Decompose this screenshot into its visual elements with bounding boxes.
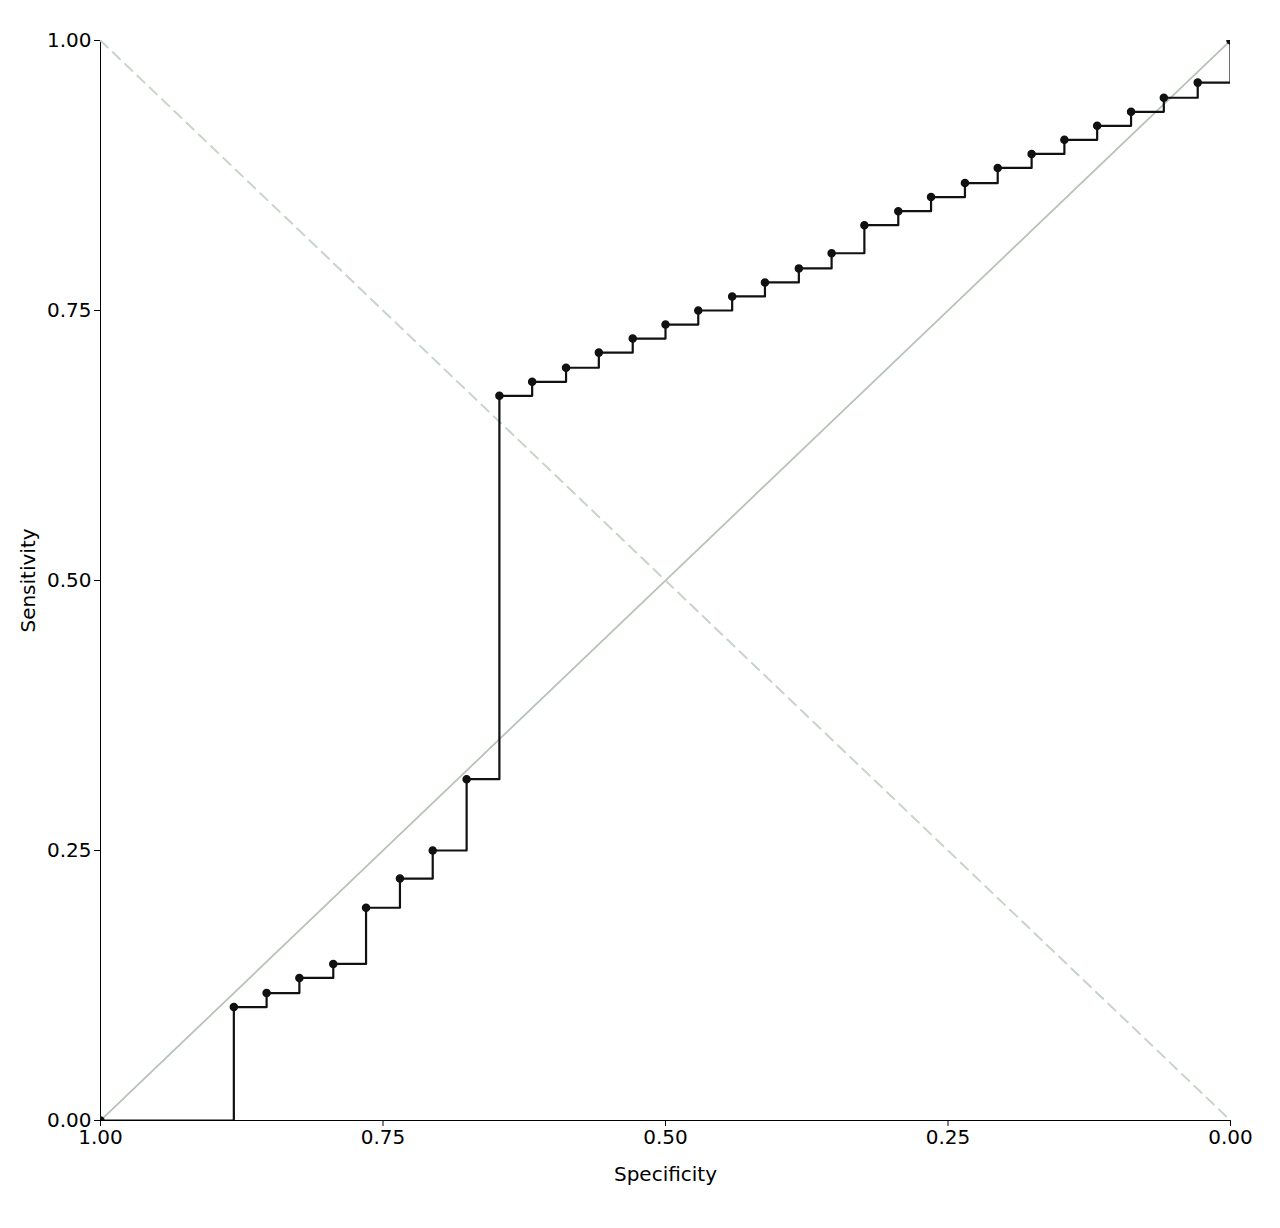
svg-text:0.75: 0.75: [47, 298, 92, 322]
svg-text:0.00: 0.00: [47, 1107, 92, 1132]
svg-text:0.00: 0.00: [1208, 1125, 1253, 1149]
svg-text:1.00: 1.00: [47, 28, 92, 52]
svg-text:Specificity: Specificity: [614, 1162, 717, 1186]
svg-text:0.25: 0.25: [926, 1125, 971, 1149]
svg-text:0.75: 0.75: [361, 1125, 406, 1149]
svg-text:0.25: 0.25: [47, 838, 92, 862]
svg-text:0.50: 0.50: [643, 1125, 688, 1149]
svg-text:1.00: 1.00: [78, 1125, 123, 1149]
svg-text:Sensitivity: Sensitivity: [16, 528, 40, 632]
svg-text:0.50: 0.50: [47, 568, 92, 592]
